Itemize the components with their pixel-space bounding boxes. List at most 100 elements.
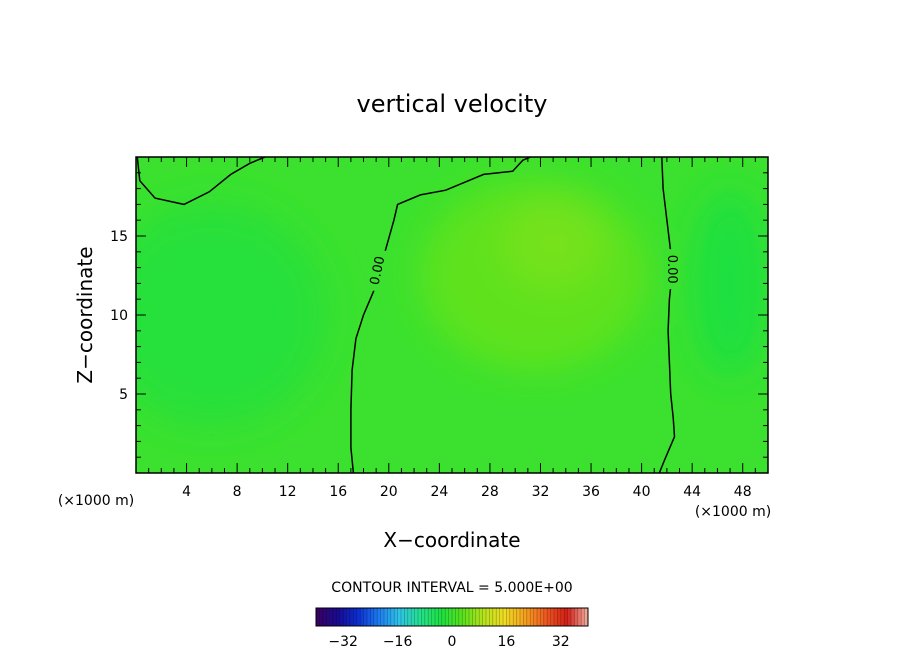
- shading-blob: [502, 199, 604, 289]
- colorbar-cell: [435, 608, 439, 626]
- colorbar-cell: [530, 608, 534, 626]
- colorbar-cell: [367, 608, 371, 626]
- colorbar-cell: [401, 608, 405, 626]
- colorbar-cell: [411, 608, 415, 626]
- x-tick-label: 40: [633, 484, 651, 500]
- chart-title: vertical velocity: [357, 90, 548, 118]
- colorbar-cell: [452, 608, 456, 626]
- colorbar-cell: [397, 608, 402, 626]
- colorbar-cell: [513, 608, 517, 626]
- colorbar-cell: [377, 608, 381, 626]
- colorbar-cell: [523, 608, 528, 626]
- x-tick-label: 4: [182, 484, 191, 500]
- y-axis-ticks: 5 10 15: [110, 172, 768, 458]
- colorbar-cell: [428, 608, 432, 626]
- colorbar-cell: [333, 608, 337, 626]
- y-tick-label: 15: [110, 229, 128, 245]
- colorbar-cell: [543, 608, 548, 626]
- contour-line: [136, 157, 266, 206]
- contour-line: [658, 157, 676, 473]
- colorbar-cell: [574, 608, 579, 626]
- colorbar-cell: [424, 608, 429, 626]
- colorbar-cell: [560, 608, 565, 626]
- colorbar-cell: [438, 608, 443, 626]
- contour-lines: 0.00 0.00: [136, 157, 681, 473]
- colorbar-cell: [360, 608, 364, 626]
- colorbar-cell: [509, 608, 514, 626]
- colorbar-cell: [496, 608, 500, 626]
- colorbar-cell: [319, 608, 324, 626]
- plot-area: 0.00 0.00: [135, 156, 769, 474]
- colorbar-cell: [404, 608, 409, 626]
- colorbar-cell: [356, 608, 361, 626]
- colorbar-tick-label: 32: [552, 634, 570, 650]
- colorbar-cell: [533, 608, 538, 626]
- colorbar-cell: [577, 608, 582, 626]
- x-tick-label: 16: [329, 484, 347, 500]
- colorbar-tick-labels: −32 −16 0 16 32: [328, 634, 569, 650]
- colorbar-cell: [387, 608, 392, 626]
- colorbar-cell: [431, 608, 436, 626]
- colorbar-cell: [394, 608, 398, 626]
- colorbar-cell: [537, 608, 541, 626]
- y-tick-label: 10: [110, 308, 128, 324]
- x-axis-label: X−coordinate: [383, 528, 520, 552]
- colorbar-cell: [458, 608, 463, 626]
- colorbar-cell: [506, 608, 511, 626]
- colorbar-cell: [550, 608, 555, 626]
- contour-label: 0.00: [664, 255, 679, 284]
- x-tick-label: 36: [582, 484, 600, 500]
- contour-label-bg: [662, 249, 681, 290]
- colorbar-cell: [418, 608, 422, 626]
- colorbar-cell: [499, 608, 504, 626]
- colorbar-cell: [581, 608, 585, 626]
- x-axis-ticks: 4 8 12 16 20 24 28 32 36 40 44 48: [148, 157, 756, 500]
- colorbar-cell: [486, 608, 490, 626]
- colorbar-cell: [336, 608, 341, 626]
- colorbar-frame: [315, 607, 589, 627]
- colorbar-cell: [343, 608, 347, 626]
- colorbar-cell: [554, 608, 558, 626]
- colorbar-cell: [350, 608, 354, 626]
- colorbar-cell: [520, 608, 524, 626]
- contour-label: 0.00: [368, 255, 389, 286]
- x-tick-label: 8: [233, 484, 242, 500]
- colorbar-cell: [564, 608, 568, 626]
- colorbar-cell: [329, 608, 334, 626]
- colorbar-cell: [489, 608, 494, 626]
- colorbar-cell: [370, 608, 375, 626]
- colorbar-cell: [492, 608, 497, 626]
- colorbar-cell: [448, 608, 453, 626]
- colorbar-cell: [326, 608, 330, 626]
- colorbar-cell: [567, 608, 572, 626]
- colorbar-tick-label: −16: [383, 634, 413, 650]
- colorbar-cell: [441, 608, 446, 626]
- x-tick-label: 24: [430, 484, 448, 500]
- y-tick-label: 5: [119, 387, 128, 403]
- x-tick-label: 20: [380, 484, 398, 500]
- colorbar-cell: [540, 608, 545, 626]
- colorbar-cell: [414, 608, 419, 626]
- x-tick-label: 12: [279, 484, 297, 500]
- colorbar-cell: [346, 608, 351, 626]
- colorbar-tick-label: 16: [497, 634, 515, 650]
- colorbar-tick-label: 0: [448, 634, 457, 650]
- colorbar-cell: [373, 608, 378, 626]
- colorbar-cell: [445, 608, 449, 626]
- colorbar-cell: [316, 608, 320, 626]
- shading-blob: [692, 188, 768, 379]
- colorbar-cell: [571, 608, 575, 626]
- shading-layer: [136, 180, 768, 426]
- colorbar-cell: [557, 608, 562, 626]
- colorbar-cell: [547, 608, 551, 626]
- colorbar-cell: [390, 608, 395, 626]
- colorbar: [315, 607, 589, 627]
- colorbar-cell: [465, 608, 470, 626]
- colorbar-cell: [469, 608, 473, 626]
- x-tick-label: 44: [683, 484, 701, 500]
- colorbar-cell: [421, 608, 426, 626]
- colorbar-cell: [384, 608, 388, 626]
- colorbar-cell: [353, 608, 358, 626]
- x-unit-label-left: (×1000 m): [58, 493, 134, 509]
